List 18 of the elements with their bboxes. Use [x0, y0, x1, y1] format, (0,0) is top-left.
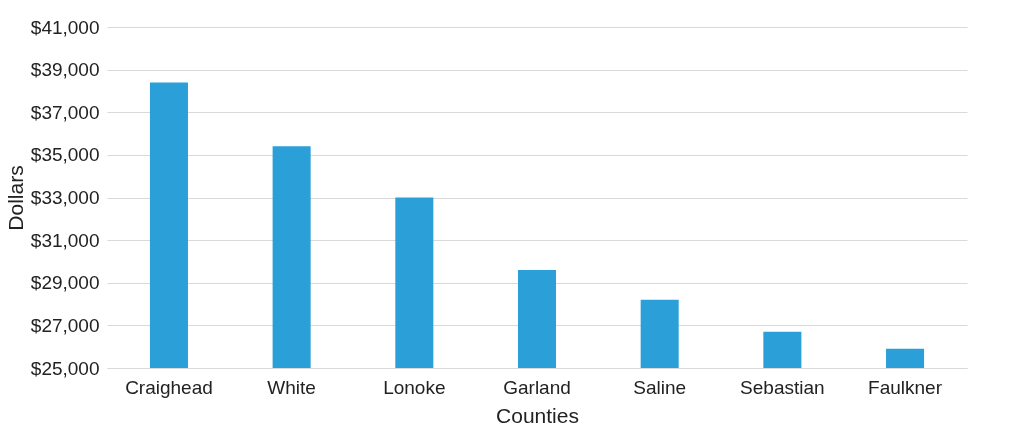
y-tick-label: $37,000: [30, 101, 100, 123]
x-tick-label: Sebastian: [740, 376, 825, 398]
y-tick-label: $41,000: [30, 16, 100, 38]
y-tick-label: $31,000: [30, 229, 100, 251]
x-tick-label: Saline: [633, 376, 687, 398]
x-tick-label: White: [267, 376, 316, 398]
x-tick-label: Craighead: [125, 376, 213, 398]
y-tick-label: $39,000: [30, 59, 100, 81]
y-tick-label: $33,000: [30, 187, 100, 208]
y-axis-title: Dollars: [3, 165, 27, 231]
x-tick-label: Lonoke: [383, 376, 446, 398]
y-tick-label: $29,000: [30, 272, 100, 294]
x-tick-label: Faulkner: [868, 376, 943, 398]
x-tick-label: Garland: [503, 376, 571, 398]
y-tick-label: $25,000: [30, 357, 100, 379]
x-axis-title: Counties: [496, 403, 579, 427]
y-tick-label: $27,000: [30, 314, 100, 336]
y-tick-label: $35,000: [30, 144, 100, 166]
